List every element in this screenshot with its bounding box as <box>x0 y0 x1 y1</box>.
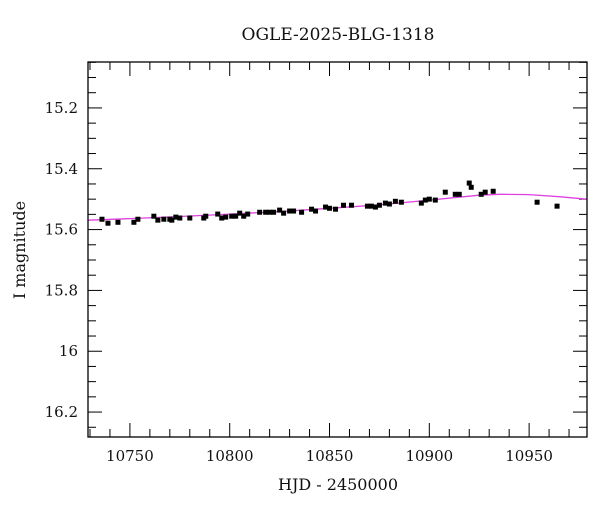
chart-title: OGLE-2025-BLG-1318 <box>242 25 435 45</box>
data-point <box>364 203 370 209</box>
x-tick-label: 10850 <box>306 447 354 465</box>
y-tick-labels: 15.2 15.4 15.6 15.8 16 16.2 <box>45 99 78 421</box>
data-point <box>233 213 239 219</box>
data-point <box>398 199 404 205</box>
data-point <box>115 219 121 225</box>
data-point <box>245 211 251 217</box>
data-point <box>169 217 175 223</box>
data-point <box>229 213 235 219</box>
data-point <box>340 202 346 208</box>
x-tick-label: 10750 <box>106 447 154 465</box>
y-tick-label: 16.2 <box>45 403 78 421</box>
y-tick-label: 15.8 <box>45 281 78 299</box>
data-point <box>257 209 263 215</box>
plot-frame <box>87 61 588 438</box>
y-tick-label: 16 <box>59 342 78 360</box>
data-point <box>177 215 183 221</box>
data-point <box>215 211 221 217</box>
data-point <box>386 201 392 207</box>
data-point <box>418 200 424 206</box>
data-point <box>151 213 157 219</box>
data-point <box>426 196 432 202</box>
data-points <box>99 180 560 226</box>
data-point <box>442 189 448 195</box>
data-point <box>281 210 287 216</box>
data-point <box>287 208 293 214</box>
data-point <box>241 213 247 219</box>
data-point <box>299 209 305 215</box>
data-point <box>478 191 484 197</box>
data-point <box>323 204 329 210</box>
x-tick-label: 10900 <box>405 447 453 465</box>
x-tick-label: 10800 <box>206 447 254 465</box>
data-point <box>263 209 269 215</box>
data-point <box>99 216 105 222</box>
data-point <box>452 191 458 197</box>
data-point <box>135 216 141 222</box>
data-point <box>534 199 540 205</box>
data-point <box>277 207 283 213</box>
data-point <box>490 188 496 194</box>
x-tick-labels: 10750 10800 10850 10900 10950 <box>106 447 553 465</box>
data-point <box>173 214 179 220</box>
data-point <box>466 180 472 186</box>
data-point <box>267 209 273 215</box>
data-point <box>203 213 209 219</box>
data-point <box>482 189 488 195</box>
data-point <box>291 208 297 214</box>
data-point <box>155 217 161 223</box>
y-tick-label: 15.4 <box>45 160 78 178</box>
data-point <box>309 206 315 212</box>
data-point <box>432 197 438 203</box>
data-point <box>554 203 560 209</box>
data-point <box>223 214 229 220</box>
data-point <box>348 202 354 208</box>
data-point <box>468 184 474 190</box>
y-axis-label: I magnitude <box>10 201 29 299</box>
data-point <box>422 197 428 203</box>
x-axis-label: HJD - 2450000 <box>278 475 398 494</box>
data-point <box>271 209 277 215</box>
data-point <box>382 200 388 206</box>
data-point <box>161 216 167 222</box>
y-tick-label: 15.2 <box>45 99 78 117</box>
data-point <box>105 220 111 226</box>
data-point <box>131 219 137 225</box>
data-point <box>219 215 225 221</box>
data-point <box>456 191 462 197</box>
data-point <box>187 215 193 221</box>
data-point <box>392 198 398 204</box>
plot-area <box>87 61 588 438</box>
axis-ticks <box>88 61 587 437</box>
data-point <box>313 208 319 214</box>
data-point <box>372 204 378 210</box>
data-point <box>237 210 243 216</box>
x-tick-label: 10950 <box>505 447 553 465</box>
data-point <box>333 206 339 212</box>
data-point <box>368 203 374 209</box>
data-point <box>327 205 333 211</box>
data-point <box>376 202 382 208</box>
y-tick-label: 15.6 <box>45 221 78 239</box>
